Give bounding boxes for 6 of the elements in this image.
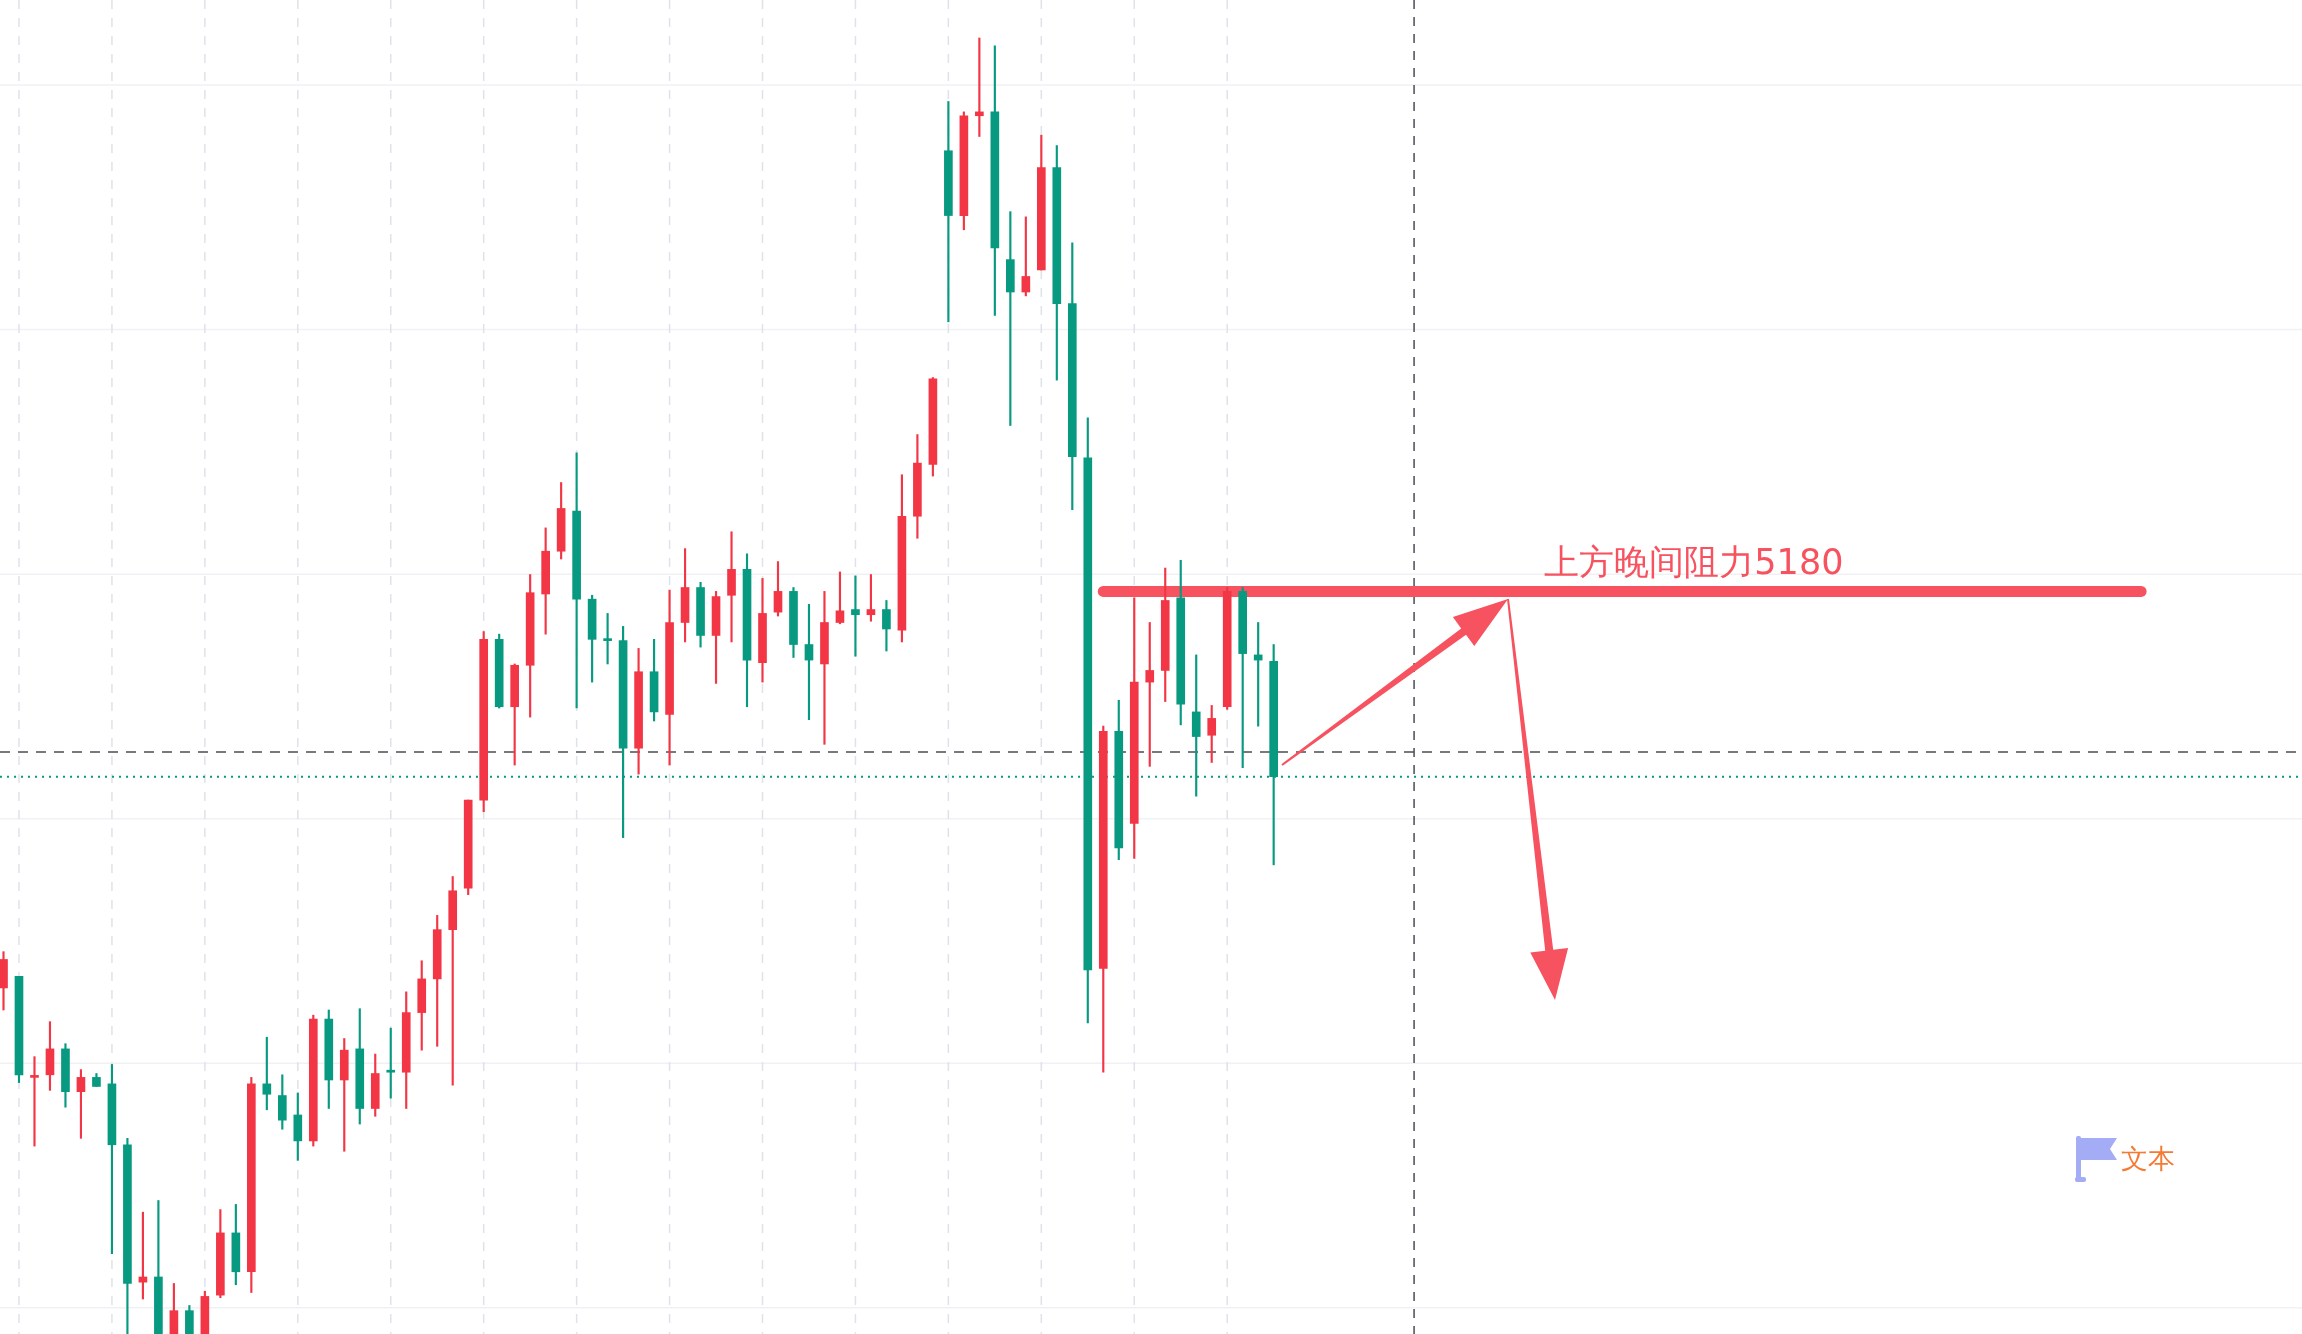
candlestick [851, 575, 860, 657]
series-label: 上方晚间阻力5180 [1544, 541, 1844, 582]
candlestick [727, 531, 736, 643]
annotation: 文本 [2121, 1143, 2175, 1174]
candlestick [820, 591, 829, 745]
candlestick [30, 1056, 39, 1147]
